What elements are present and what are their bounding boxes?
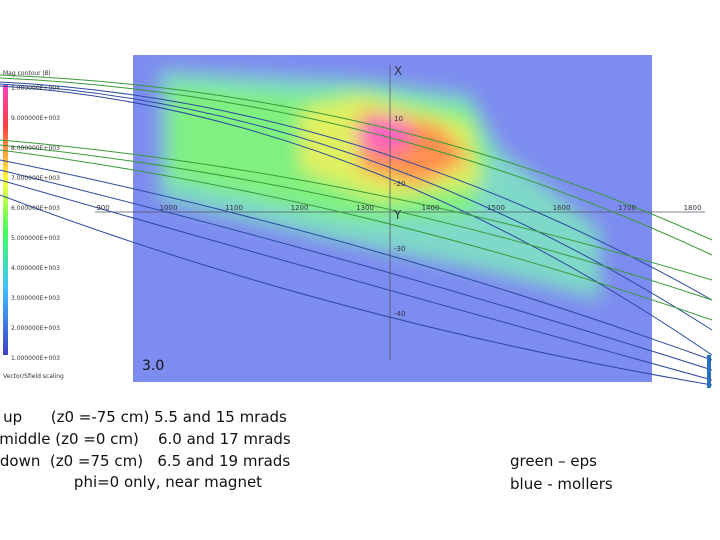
trajectories — [0, 74, 713, 386]
scale-label: 1.000000E+003 — [11, 355, 60, 362]
vertical-axis-label: -40 — [394, 310, 405, 318]
scale-label: 1.000000E+004 — [11, 85, 60, 92]
vertical-axis-label: -30 — [394, 245, 405, 253]
x-axis-label: 1600 — [553, 204, 571, 212]
scale-label: 8.000000E+003 — [11, 145, 60, 152]
x-axis-label: 1400 — [422, 204, 440, 212]
scale-label: 6.000000E+003 — [11, 205, 60, 212]
vertical-axis-label: -20 — [394, 180, 405, 188]
scale-label: 5.000000E+003 — [11, 235, 60, 242]
scale-label: 4.000000E+003 — [11, 265, 60, 272]
x-axis-label: 1100 — [225, 204, 243, 212]
color-scale — [3, 85, 8, 355]
field-map — [160, 70, 600, 300]
x-axis-label: 1000 — [160, 204, 178, 212]
scale-label: 9.000000E+003 — [11, 115, 60, 122]
vertical-axis-label: 10 — [394, 115, 403, 123]
edge-marker — [707, 355, 711, 388]
vertical-axis-label: Y — [393, 208, 402, 222]
x-axis-label: 900 — [96, 204, 109, 212]
vertical-axis-label: X — [394, 64, 402, 78]
scale-title: Mag contour |B| — [3, 70, 51, 77]
x-axis-label: 1300 — [356, 204, 374, 212]
panel-label: 3.0 — [142, 358, 164, 374]
x-axis-label: 1800 — [684, 204, 702, 212]
legend: green – eps blue - mollers — [510, 452, 613, 493]
note-line: down (z0 =75 cm) 6.5 and 19 mrads — [0, 452, 290, 470]
x-axis-label: 1200 — [291, 204, 309, 212]
scale-note: Vector/Sfield scaling — [3, 373, 64, 380]
note-line: up (z0 =-75 cm) 5.5 and 15 mrads — [3, 408, 287, 426]
note-line: middle (z0 =0 cm) 6.0 and 17 mrads — [0, 430, 291, 448]
scale-label: 2.000000E+003 — [11, 325, 60, 332]
scale-label: 3.000000E+003 — [11, 295, 60, 302]
legend-line: green – eps — [510, 452, 597, 470]
legend-line: blue - mollers — [510, 475, 613, 493]
x-axis-label: 1500 — [487, 204, 505, 212]
note-line: phi=0 only, near magnet — [74, 473, 262, 491]
x-axis-label: 1700 — [618, 204, 636, 212]
notes: up (z0 =-75 cm) 5.5 and 15 mrads middle … — [0, 408, 291, 491]
scale-label: 7.000000E+003 — [11, 175, 60, 182]
